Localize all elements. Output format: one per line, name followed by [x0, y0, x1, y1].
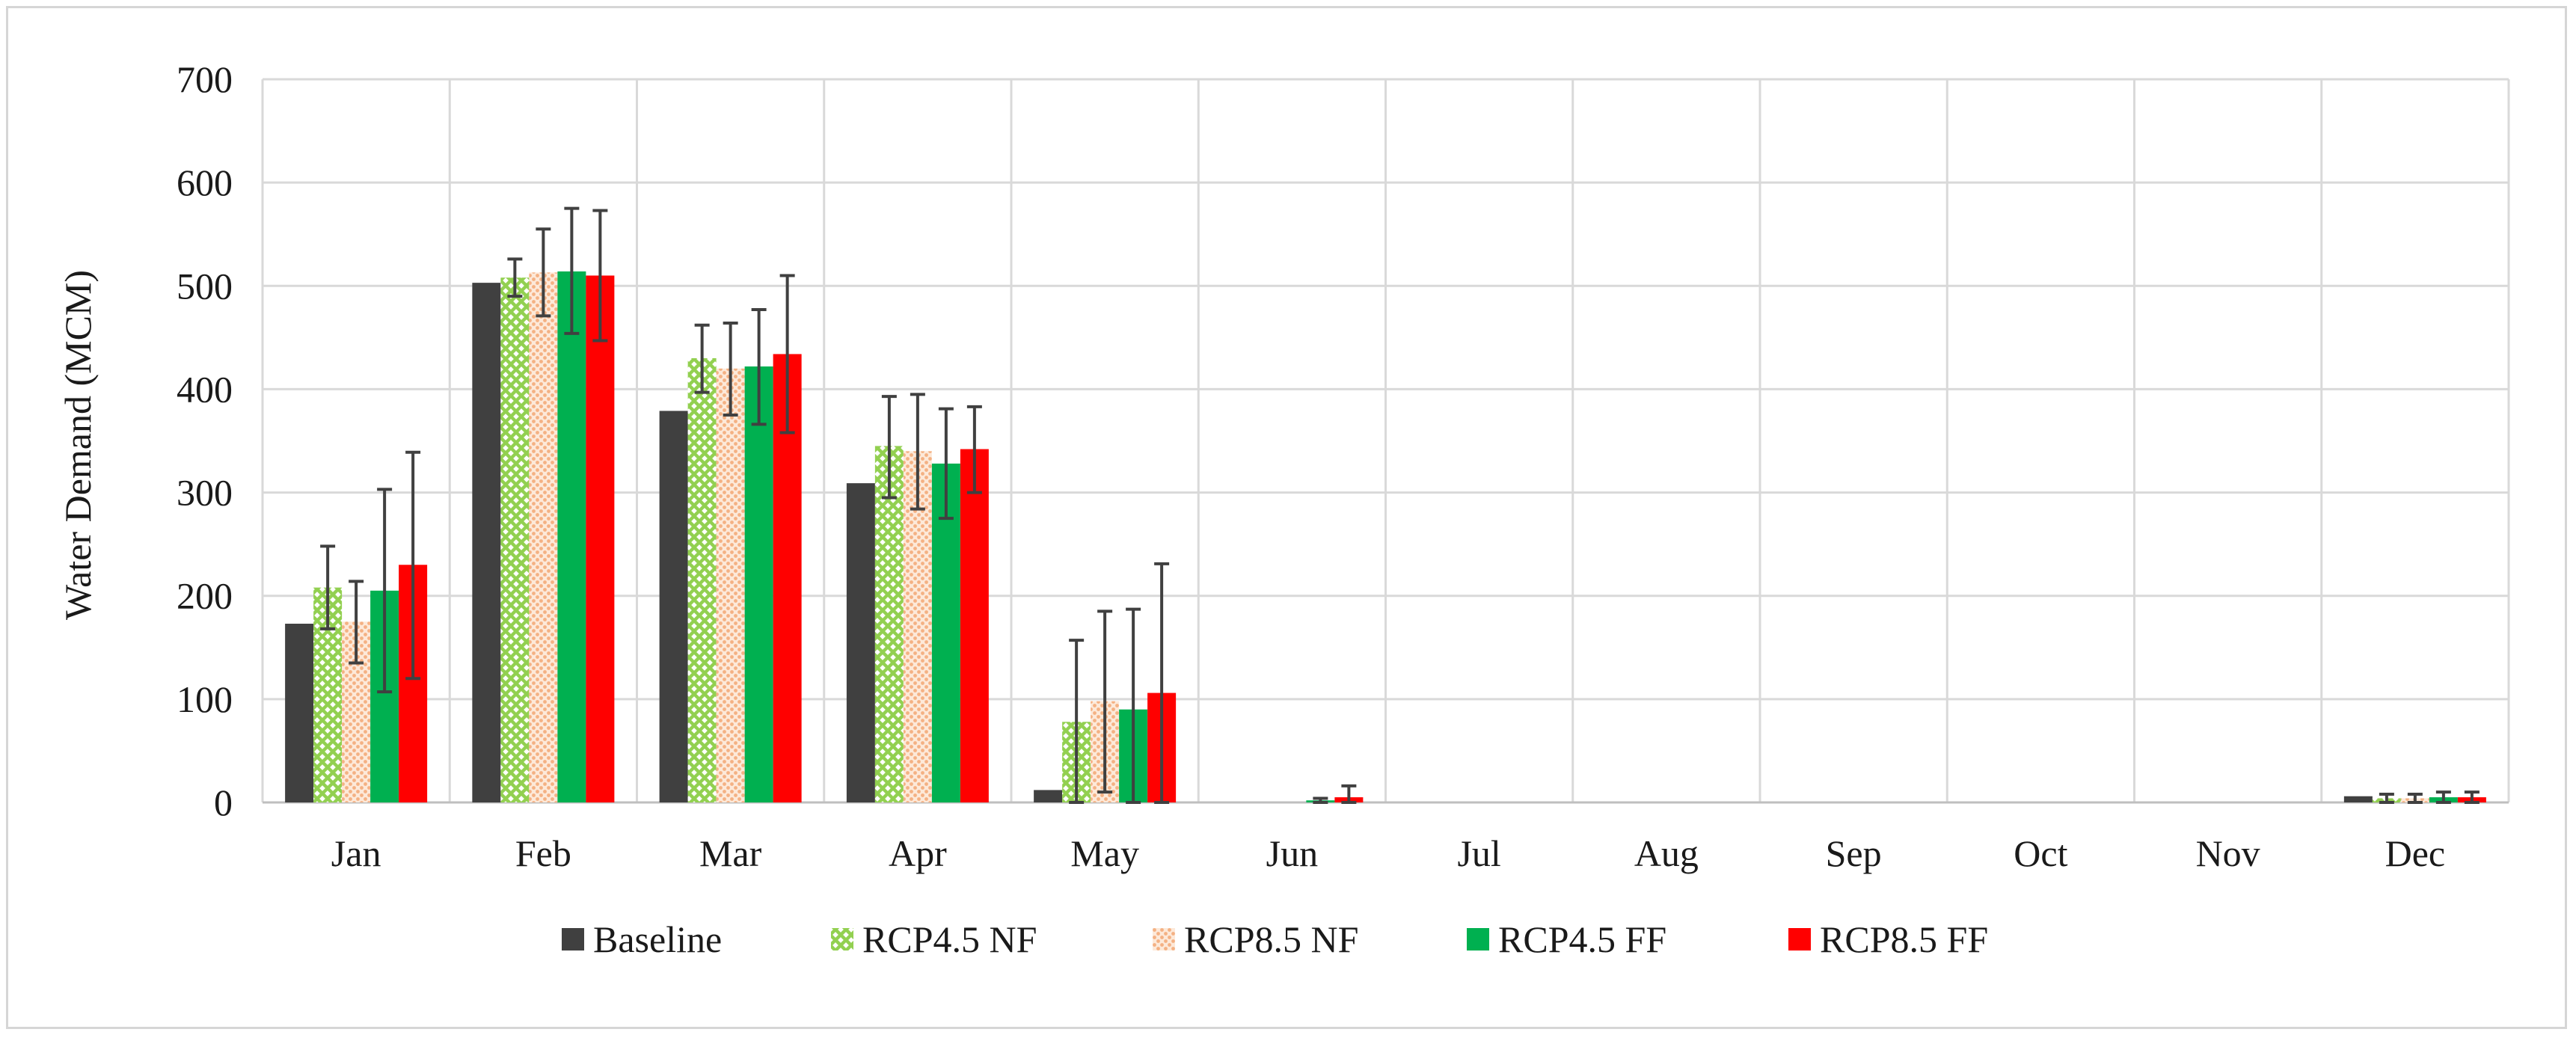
error-bar — [320, 544, 336, 630]
error-bar — [377, 488, 393, 694]
x-tick-label: May — [1070, 832, 1139, 874]
gridlines — [261, 78, 2510, 802]
legend-label: RCP8.5 NF — [1184, 918, 1358, 960]
y-tick-label: 700 — [177, 58, 233, 100]
error-bar — [1341, 784, 1357, 804]
bar — [586, 275, 615, 802]
y-tick-label: 200 — [177, 575, 233, 617]
error-bar — [910, 393, 925, 511]
legend-swatch — [831, 928, 853, 951]
bar-chart: Water Demand (MCM) 0 100 200 300 400 500 600 70… — [57, 58, 2510, 960]
y-tick-label: 100 — [177, 678, 233, 720]
bar — [529, 272, 558, 802]
x-tick-label: Nov — [2196, 832, 2260, 874]
error-bar — [1313, 796, 1328, 804]
legend-swatch — [1153, 928, 1175, 951]
bar — [716, 368, 745, 802]
x-tick-label: Dec — [2385, 832, 2446, 874]
error-bar — [2464, 790, 2480, 804]
x-tick-label: Sep — [1826, 832, 1882, 874]
labels: Water Demand (MCM) 0 100 200 300 400 500 600 70… — [57, 58, 2445, 874]
error-bar — [507, 257, 523, 298]
legend-label: Baseline — [593, 918, 722, 960]
legend-swatch — [1467, 928, 1489, 951]
legend-entry: Baseline — [562, 918, 722, 960]
error-bar — [349, 580, 364, 665]
error-bar — [405, 450, 421, 681]
bar — [472, 283, 501, 802]
chart-frame: Water Demand (MCM) 0 100 200 300 400 500 600 70… — [6, 6, 2567, 1029]
x-tick-label: Apr — [889, 832, 947, 874]
legend-label: RCP8.5 FF — [1820, 918, 1988, 960]
y-tick-label: 400 — [177, 368, 233, 410]
legend: Baseline RCP4.5 NF RCP8.5 NF RCP4.5 FF RCP8.… — [562, 918, 1988, 960]
error-bar — [694, 323, 710, 394]
bar — [557, 271, 586, 803]
error-bar — [723, 322, 738, 417]
error-bar — [1154, 562, 1170, 804]
bar — [687, 357, 717, 802]
bar — [874, 446, 904, 802]
error-bar — [966, 405, 982, 494]
bar — [744, 366, 773, 803]
error-bar — [751, 308, 767, 426]
error-bar — [1126, 607, 1141, 804]
bar — [846, 483, 875, 802]
legend-swatch — [1788, 928, 1811, 951]
y-tick-label: 0 — [214, 781, 233, 823]
y-tick-label: 300 — [177, 472, 233, 514]
error-bar — [938, 407, 954, 520]
error-bar — [779, 274, 795, 434]
y-axis-title: Water Demand (MCM) — [57, 270, 99, 620]
y-tick-label: 500 — [177, 265, 233, 307]
bar — [659, 411, 688, 802]
y-tick-label: 600 — [177, 162, 233, 203]
error-bars — [320, 206, 2480, 804]
bar — [1034, 790, 1063, 802]
x-tick-label: Mar — [699, 832, 762, 874]
error-bar — [536, 227, 551, 318]
x-tick-label: Aug — [1634, 832, 1699, 874]
x-tick-label: Oct — [2014, 832, 2067, 874]
bar — [960, 449, 989, 802]
error-bar — [2407, 792, 2423, 804]
error-bar — [2435, 790, 2451, 804]
error-bar — [881, 395, 897, 500]
x-tick-label: Jul — [1457, 832, 1500, 874]
error-bar — [592, 209, 608, 343]
bars — [285, 271, 2486, 803]
legend-entry: RCP8.5 NF — [1153, 918, 1358, 960]
error-bar — [2379, 792, 2394, 804]
x-tick-label: Feb — [515, 832, 571, 874]
error-bar — [564, 206, 580, 335]
legend-swatch — [562, 928, 584, 951]
legend-label: RCP4.5 FF — [1498, 918, 1666, 960]
error-bar — [1097, 609, 1113, 794]
legend-entry: RCP4.5 FF — [1467, 918, 1666, 960]
x-tick-label: Jan — [331, 832, 381, 874]
bar — [931, 463, 960, 802]
legend-entry: RCP8.5 FF — [1788, 918, 1988, 960]
bar — [285, 624, 314, 802]
bar — [2343, 796, 2373, 802]
legend-label: RCP4.5 NF — [862, 918, 1037, 960]
bar — [500, 277, 530, 803]
error-bar — [1069, 639, 1085, 804]
legend-entry: RCP4.5 NF — [831, 918, 1037, 960]
x-tick-label: Jun — [1266, 832, 1318, 874]
